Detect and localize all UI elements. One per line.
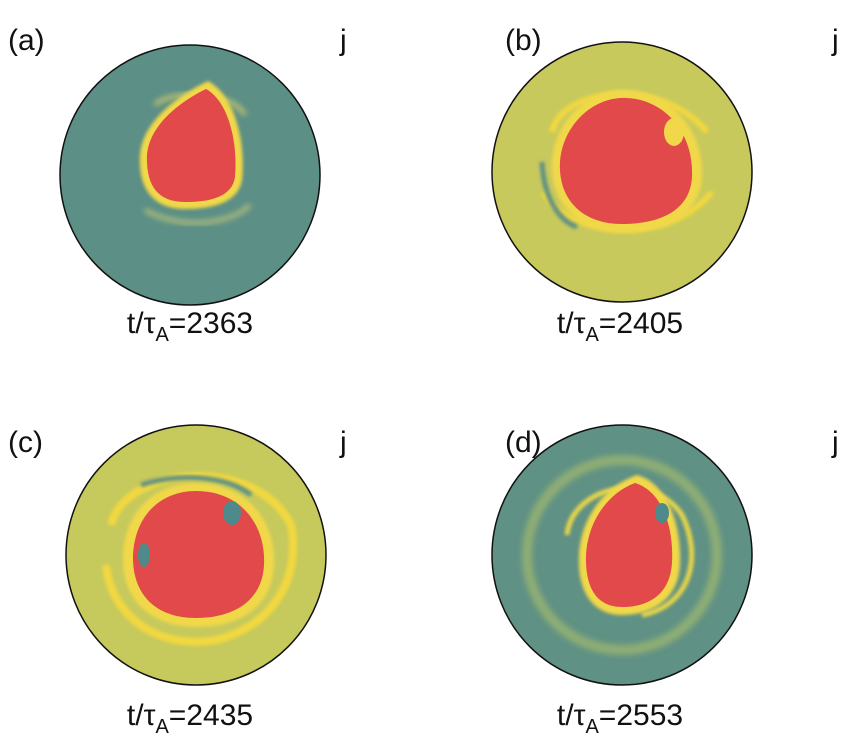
quantity-label: j [831,24,839,57]
caption-time: 2553 [616,699,683,732]
caption-lhs: t/τ [127,699,156,732]
panel-label: (a) [8,24,45,57]
contour-plot [66,425,326,685]
quantity-label: j [831,426,839,459]
contour-plot [492,425,752,685]
caption-time: 2363 [186,307,253,340]
caption: t/τA=2363 [127,307,253,346]
quantity-label: j [339,24,347,57]
caption-eq: = [599,307,617,340]
caption: t/τA=2553 [557,699,683,738]
panel-a: (a) j t/τA=2363 [8,24,347,346]
panel-d: (d) j t/τA=2553 [492,425,839,738]
caption-time: 2435 [186,699,253,732]
caption-sub: A [585,324,599,346]
panel-b: (b) j t/τA=2405 [492,24,839,346]
contour-plot [60,45,320,305]
caption-eq: = [169,307,187,340]
caption-lhs: t/τ [557,699,586,732]
quantity-label: j [339,426,347,459]
caption-eq: = [169,699,187,732]
caption-sub: A [155,324,169,346]
panel-label: (d) [505,426,542,459]
panel-label: (b) [505,24,542,57]
caption: t/τA=2405 [557,307,683,346]
figure: (a) j t/τA=2363 (b) j [0,0,850,739]
caption-sub: A [155,716,169,738]
caption-sub: A [585,716,599,738]
panel-label: (c) [8,426,43,459]
caption-lhs: t/τ [557,307,586,340]
caption-eq: = [599,699,617,732]
caption: t/τA=2435 [127,699,253,738]
caption-lhs: t/τ [127,307,156,340]
caption-time: 2405 [616,307,683,340]
contour-plot [492,42,752,302]
panel-c: (c) j t/τA=2435 [8,425,347,738]
